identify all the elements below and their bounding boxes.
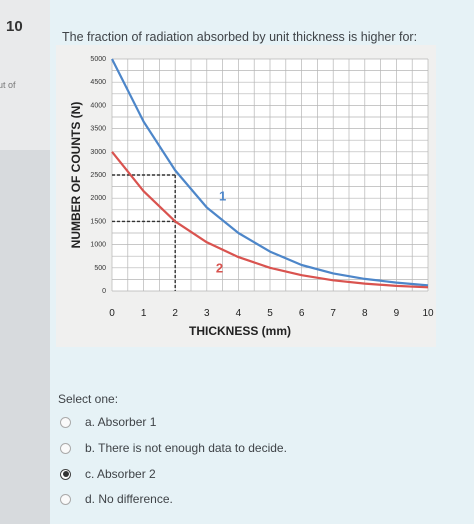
y-tick-label: 1500 [90, 218, 106, 225]
y-axis-label: NUMBER OF COUNTS (N) [69, 102, 83, 249]
y-tick-label: 3500 [90, 126, 106, 133]
y-tick-label: 3000 [90, 149, 106, 156]
y-tick-label: 4500 [90, 79, 106, 86]
x-tick-label: 3 [204, 308, 210, 319]
option-d-radio[interactable] [60, 493, 71, 505]
x-tick-label: 10 [422, 308, 434, 319]
y-tick-label: 0 [102, 288, 106, 295]
left-column: 10 ut of [0, 0, 51, 524]
option-b-label: b. There is not enough data to decide. [85, 441, 287, 455]
option-d-label: d. No difference. [85, 492, 173, 506]
option-c-radio[interactable] [60, 468, 71, 480]
y-tick-label: 2000 [90, 195, 106, 202]
question-content: The fraction of radiation absorbed by un… [50, 0, 474, 524]
x-tick-label: 7 [330, 308, 336, 319]
question-text: The fraction of radiation absorbed by un… [62, 30, 418, 44]
series-1-line [111, 58, 429, 287]
y-tick-label: 5000 [90, 56, 106, 63]
x-tick-label: 1 [141, 308, 147, 319]
attenuation-chart: 0 500 1000 1500 2000 2500 3000 3500 4000 4500 5000… [56, 45, 436, 347]
option-d[interactable]: d. No difference. [60, 490, 173, 508]
y-tick-label: 500 [94, 265, 106, 272]
x-tick-label: 8 [362, 308, 368, 319]
option-a[interactable]: a. Absorber 1 [60, 413, 156, 431]
x-tick-label: 2 [172, 308, 178, 319]
question-info-box: 10 ut of [0, 0, 51, 150]
select-one-prompt: Select one: [58, 392, 119, 406]
x-tick-label: 9 [394, 308, 400, 319]
option-a-radio[interactable] [60, 416, 71, 428]
series-1-label: 1 [219, 189, 226, 204]
option-b[interactable]: b. There is not enough data to decide. [60, 439, 287, 457]
option-b-radio[interactable] [60, 442, 71, 454]
option-a-label: a. Absorber 1 [85, 415, 157, 429]
option-c-label: c. Absorber 2 [85, 467, 156, 481]
question-meta: ut of [0, 80, 16, 90]
question-number: 10 [6, 18, 23, 35]
series-2-label: 2 [216, 260, 223, 275]
x-tick-label: 5 [267, 308, 273, 319]
series-2-line [111, 151, 429, 289]
x-tick-label: 6 [299, 308, 305, 319]
y-tick-label: 1000 [90, 242, 106, 249]
y-tick-label: 4000 [90, 102, 106, 109]
x-tick-label: 4 [236, 308, 242, 319]
option-c[interactable]: c. Absorber 2 [60, 465, 156, 483]
x-tick-label: 0 [109, 308, 115, 319]
x-axis-label: THICKNESS (mm) [189, 324, 291, 338]
y-tick-label: 2500 [90, 172, 106, 179]
